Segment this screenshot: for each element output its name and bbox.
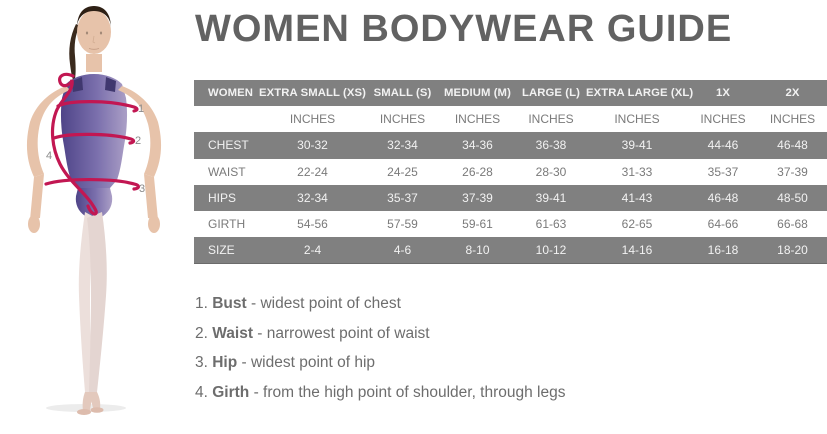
svg-text:1: 1 [138,103,144,115]
svg-text:2: 2 [135,135,141,147]
svg-text:3: 3 [139,183,145,195]
svg-text:4: 4 [46,150,52,162]
